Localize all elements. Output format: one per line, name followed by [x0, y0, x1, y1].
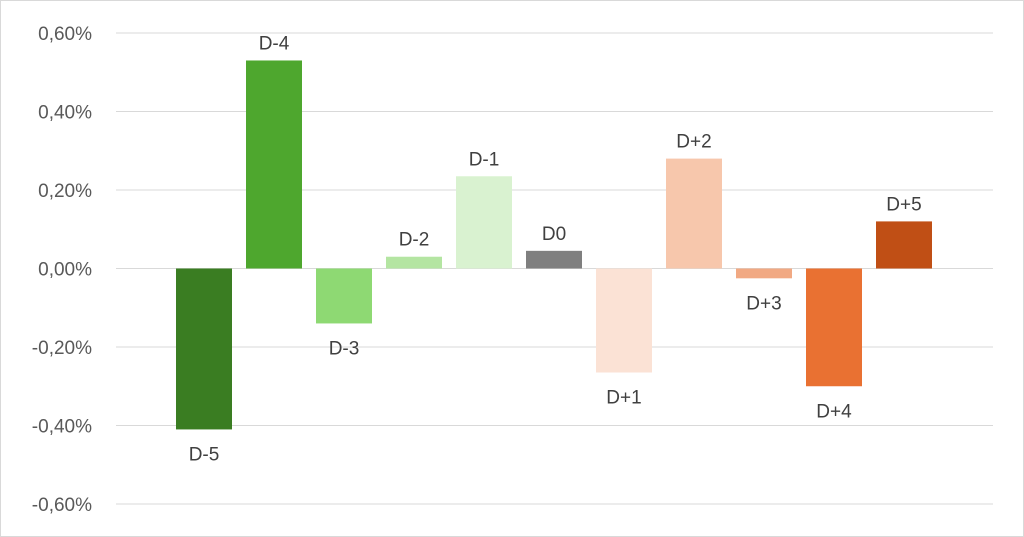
bar-dplus5 — [876, 221, 932, 269]
bar-label: D-1 — [469, 149, 500, 170]
y-tick-label: -0,20% — [32, 338, 92, 359]
bar-d-3 — [316, 268, 372, 324]
bar-label: D+5 — [886, 194, 921, 215]
bar-dplus4 — [806, 268, 862, 387]
y-tick-label: -0,40% — [32, 417, 92, 438]
y-tick-label: 0,20% — [38, 181, 92, 202]
bar-label: D+4 — [816, 401, 852, 422]
y-tick-label: 0,40% — [38, 103, 92, 124]
bar-dplus1 — [596, 268, 652, 373]
bar-d0 — [526, 250, 582, 269]
y-tick-label: 0,60% — [38, 24, 92, 45]
bar-d-2 — [386, 256, 442, 269]
bar-label: D+2 — [676, 132, 711, 153]
bar-dplus3 — [736, 268, 792, 279]
bar-label: D-4 — [259, 33, 290, 54]
bar-label: D+3 — [746, 293, 781, 314]
bar-d-4 — [246, 60, 302, 269]
y-tick-label: -0,60% — [32, 495, 92, 516]
bar-dplus2 — [666, 158, 722, 269]
bar-label: D-2 — [399, 230, 430, 251]
y-tick-label: 0,00% — [38, 260, 92, 281]
bar-d-5 — [176, 268, 232, 430]
bar-label: D+1 — [606, 388, 641, 409]
bar-label: D-5 — [189, 444, 220, 465]
bar-d-1 — [456, 176, 512, 269]
bar-label: D-3 — [329, 338, 360, 359]
bar-label: D0 — [542, 224, 566, 245]
